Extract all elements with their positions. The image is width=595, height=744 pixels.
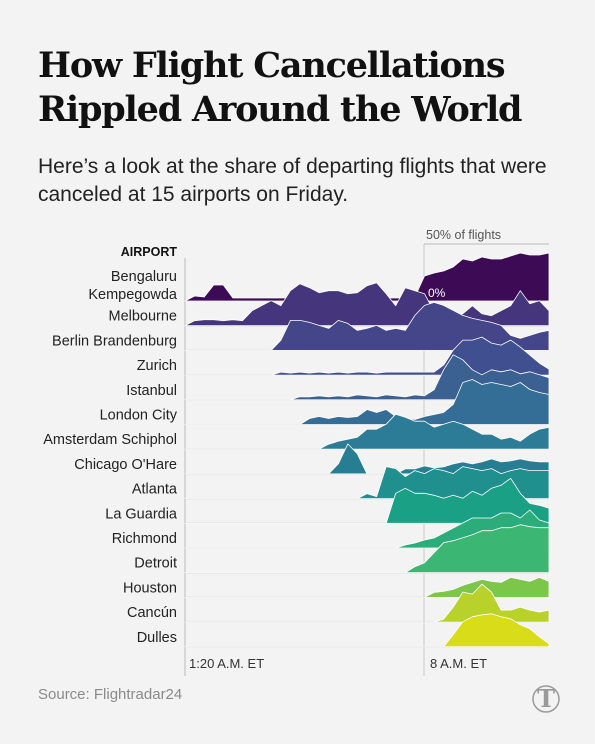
source-note: Source: Flightradar24 xyxy=(38,686,183,703)
nyt-logo-icon: T xyxy=(532,684,560,713)
airport-label: Detroit xyxy=(134,556,177,572)
series-area xyxy=(184,354,550,401)
airport-label: Bengaluru xyxy=(111,269,177,285)
airport-label: Melbourne xyxy=(108,309,177,325)
series-area xyxy=(184,613,550,648)
ridgeline-chart: 50% of flights AIRPORT Bengaluru Kempegowda… xyxy=(43,228,550,676)
series-area xyxy=(184,477,550,524)
airport-label: Houston xyxy=(123,580,177,596)
chart-subtitle: Here’s a look at the share of departing … xyxy=(38,155,547,206)
series-area xyxy=(184,524,550,574)
column-header: AIRPORT xyxy=(121,245,178,259)
airport-label: Atlanta xyxy=(132,482,178,498)
series-area xyxy=(184,302,550,351)
airport-label: Kempegowda xyxy=(88,287,178,303)
series-area xyxy=(184,413,550,450)
airport-label: La Guardia xyxy=(105,506,178,522)
series-area xyxy=(184,466,550,499)
airport-label: Zurich xyxy=(137,358,177,374)
svg-text:T: T xyxy=(537,684,555,713)
airport-label: Berlin Brandenburg xyxy=(52,333,177,349)
airport-label: Richmond xyxy=(112,531,177,547)
series-area xyxy=(184,443,550,475)
series-area xyxy=(184,577,550,598)
airport-label: Istanbul xyxy=(126,383,177,399)
scale-label: 50% of flights xyxy=(426,228,501,242)
airport-label: Chicago O'Hare xyxy=(74,457,177,473)
x-tick-label: 1:20 A.M. ET xyxy=(189,656,264,671)
series-area xyxy=(184,379,550,425)
series-area xyxy=(184,583,550,623)
chart-title: How Flight Cancellations Rippled Around … xyxy=(38,45,523,130)
airport-label: Amsterdam Schiphol xyxy=(43,432,177,448)
x-tick-label: 8 A.M. ET xyxy=(430,656,487,671)
zero-label: 0% xyxy=(428,286,446,300)
airport-label: London City xyxy=(100,408,178,424)
airport-label: Cancún xyxy=(127,605,177,621)
series-area xyxy=(184,509,550,549)
airport-label: Dulles xyxy=(137,630,177,646)
